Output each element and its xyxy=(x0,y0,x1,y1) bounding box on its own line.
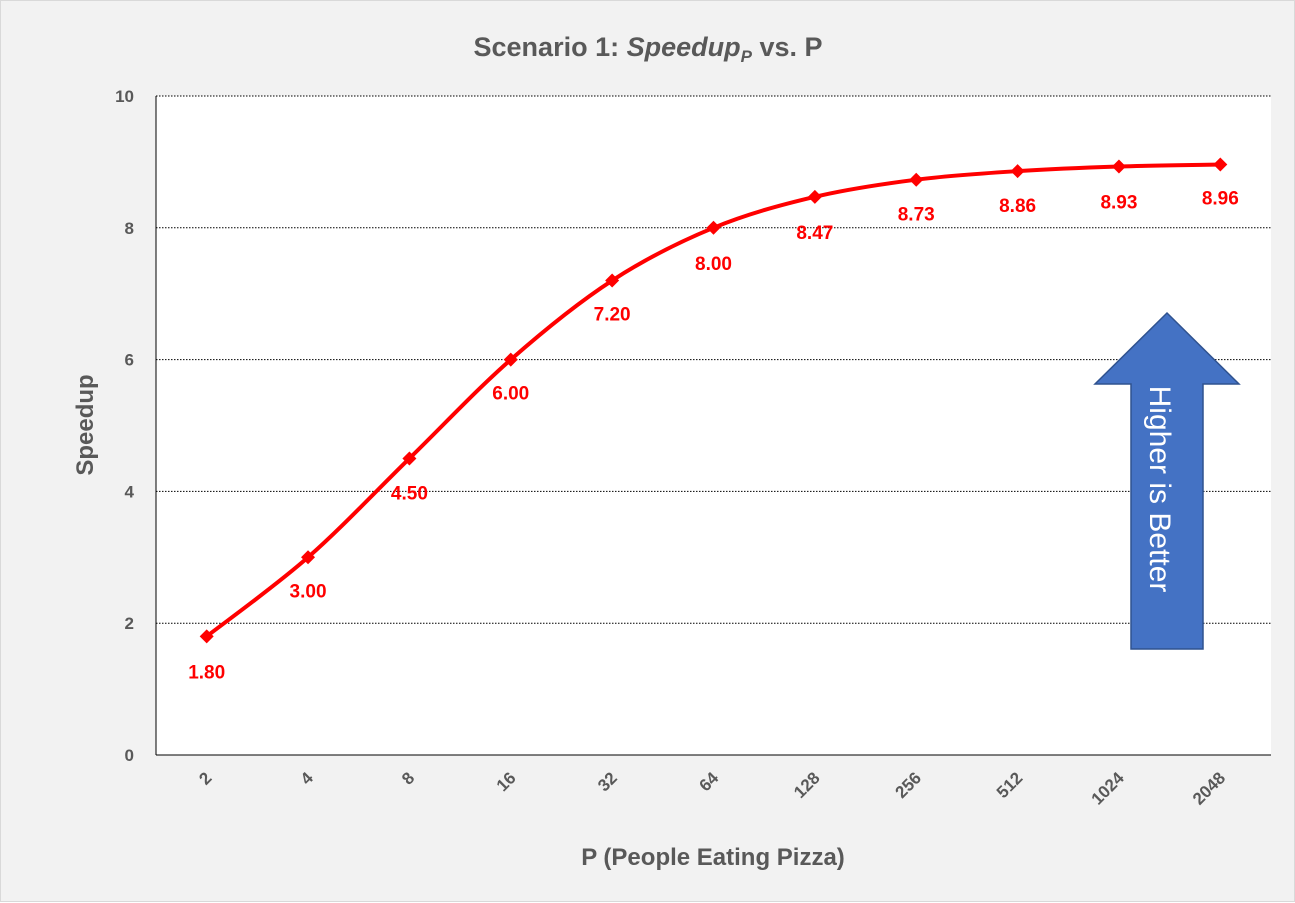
data-label-4: 3.00 xyxy=(290,581,327,602)
up-arrow-icon xyxy=(1093,311,1241,650)
data-labels: 1.80 3.00 4.50 6.00 7.20 8.00 8.47 8.73 8.86 8.93… xyxy=(188,189,1239,684)
data-point-16 xyxy=(503,352,518,367)
series-line xyxy=(205,162,1221,638)
data-label-128: 8.47 xyxy=(796,223,833,244)
y-axis-title: Speedup xyxy=(72,374,99,475)
data-point-256 xyxy=(909,172,924,187)
data-point-8 xyxy=(402,451,417,466)
chart-title-subscript: P xyxy=(741,47,753,66)
y-tick-label-0: 0 xyxy=(125,746,134,765)
data-label-64: 8.00 xyxy=(695,254,732,275)
series-layer xyxy=(199,157,1228,644)
data-point-64 xyxy=(706,220,721,235)
data-point-4 xyxy=(301,550,316,565)
data-point-512 xyxy=(1010,164,1025,179)
x-axis-title: P (People Eating Pizza) xyxy=(581,844,845,871)
data-label-16: 6.00 xyxy=(492,384,529,405)
x-tick-label-32: 32 xyxy=(594,768,621,795)
y-tick-label-6: 6 xyxy=(125,351,134,370)
y-tick-label-10: 10 xyxy=(115,87,134,106)
data-label-256: 8.73 xyxy=(898,205,935,226)
annotation-text: Higher is Better xyxy=(1143,386,1176,593)
data-point-32 xyxy=(605,273,620,288)
x-tick-label-512: 512 xyxy=(993,768,1026,801)
x-tick-label-16: 16 xyxy=(493,768,520,795)
data-label-512: 8.86 xyxy=(999,196,1036,217)
y-tick-label-8: 8 xyxy=(125,219,134,238)
chart-title: Scenario 1: SpeedupP vs. P xyxy=(474,32,823,66)
data-label-2: 1.80 xyxy=(188,662,225,683)
x-tick-label-64: 64 xyxy=(696,768,723,795)
x-tick-label-1024: 1024 xyxy=(1088,768,1129,809)
y-tick-label-2: 2 xyxy=(125,614,134,633)
x-tick-label-256: 256 xyxy=(892,768,925,801)
chart-title-italic: Speedup xyxy=(627,32,741,62)
x-tick-label-2048: 2048 xyxy=(1189,768,1229,808)
y-tick-label-4: 4 xyxy=(125,482,135,501)
data-point-2048 xyxy=(1213,157,1228,172)
x-tick-labels: 2 4 8 16 32 64 128 256 512 1024 2048 xyxy=(195,768,1229,809)
chart-title-suffix: vs. P xyxy=(752,32,823,62)
x-tick-label-8: 8 xyxy=(398,768,418,788)
plot-area xyxy=(156,96,1271,755)
data-point-128 xyxy=(807,189,822,204)
higher-is-better-annotation: Higher is Better xyxy=(1093,311,1241,650)
data-label-8: 4.50 xyxy=(391,483,428,504)
x-tick-label-128: 128 xyxy=(790,768,823,801)
data-label-1024: 8.93 xyxy=(1100,193,1137,214)
data-point-1024 xyxy=(1111,159,1126,174)
x-tick-label-4: 4 xyxy=(297,768,318,789)
data-label-32: 7.20 xyxy=(594,305,631,326)
y-tick-labels: 0 2 4 6 8 10 xyxy=(115,87,134,765)
chart-title-prefix: Scenario 1: xyxy=(474,32,627,62)
data-label-2048: 8.96 xyxy=(1202,189,1239,210)
data-point-2 xyxy=(199,629,214,644)
x-tick-label-2: 2 xyxy=(195,768,215,788)
